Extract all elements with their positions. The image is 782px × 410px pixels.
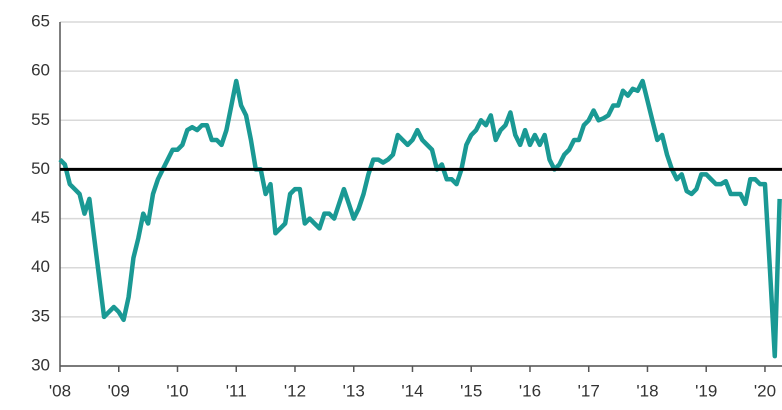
- y-tick-label: 55: [31, 110, 50, 129]
- x-tick-label: '08: [49, 381, 71, 400]
- x-tick-label: '12: [284, 381, 306, 400]
- x-tick-label: '09: [108, 381, 130, 400]
- y-tick-label: 40: [31, 257, 50, 276]
- x-tick-label: '18: [636, 381, 658, 400]
- x-tick-label: '20: [754, 381, 776, 400]
- y-tick-label: 35: [31, 306, 50, 325]
- x-tick-label: '16: [519, 381, 541, 400]
- x-tick-label: '10: [166, 381, 188, 400]
- y-tick-label: 30: [31, 355, 50, 374]
- x-tick-label: '15: [460, 381, 482, 400]
- x-tick-label: '13: [343, 381, 365, 400]
- data-line: [58, 78, 782, 359]
- x-tick-label: '17: [578, 381, 600, 400]
- x-tick-label: '11: [226, 381, 247, 400]
- x-tick-label: '14: [401, 381, 423, 400]
- x-tick-label: '19: [695, 381, 717, 400]
- y-tick-label: 45: [31, 208, 50, 227]
- y-tick-label: 50: [31, 159, 50, 178]
- y-tick-label: 65: [31, 11, 50, 30]
- y-tick-label: 60: [31, 61, 50, 80]
